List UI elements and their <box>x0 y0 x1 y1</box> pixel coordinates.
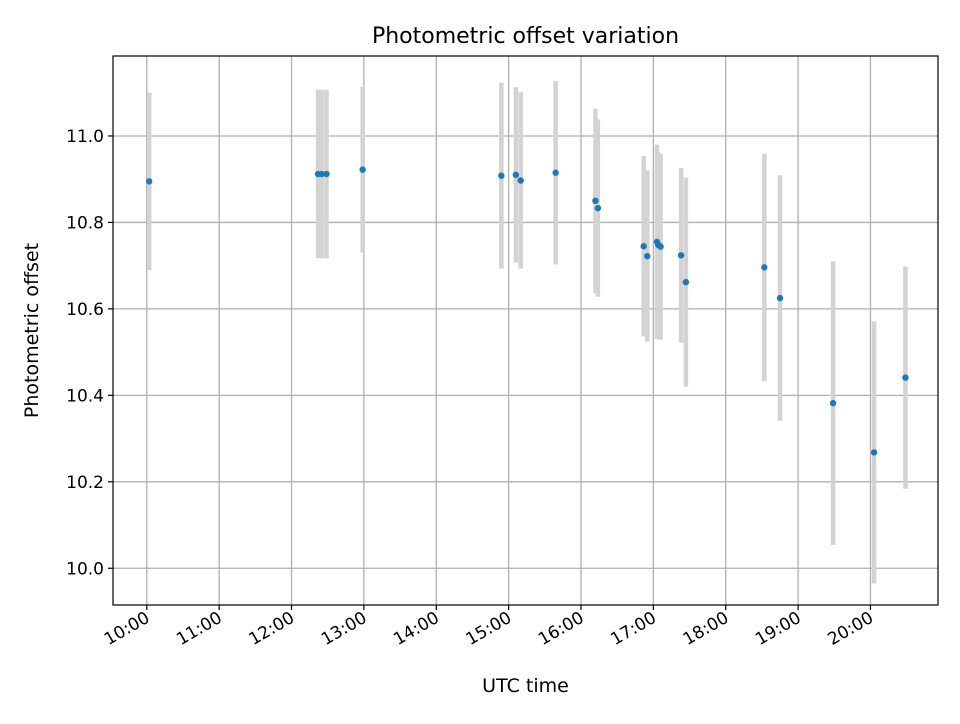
data-point <box>552 169 559 176</box>
x-axis-label: UTC time <box>482 675 569 697</box>
data-point <box>870 449 878 456</box>
plot-frame <box>112 55 939 606</box>
data-point <box>761 264 768 271</box>
y-tick-label: 10.4 <box>66 386 104 406</box>
y-axis-label: Photometric offset <box>21 243 43 418</box>
data-point <box>594 204 602 212</box>
grid-lines <box>113 56 938 605</box>
y-tick-label: 10.8 <box>66 213 104 233</box>
data-point <box>592 197 599 205</box>
data-point <box>145 178 153 185</box>
y-tick-label: 10.6 <box>66 300 104 320</box>
data-point <box>682 278 690 286</box>
data-point <box>829 399 837 407</box>
data-point <box>902 374 909 381</box>
data-points <box>145 166 909 456</box>
y-tick-label: 10.0 <box>66 559 104 579</box>
data-point <box>512 171 520 179</box>
data-point <box>323 170 330 178</box>
data-point <box>677 252 685 259</box>
data-point <box>657 243 664 250</box>
data-point <box>776 294 784 302</box>
data-point <box>318 170 325 178</box>
data-point <box>640 243 647 250</box>
data-point <box>359 166 366 173</box>
data-point <box>498 172 505 179</box>
y-tick-label: 10.2 <box>66 473 104 493</box>
chart-title: Photometric offset variation <box>372 24 679 49</box>
y-tick-label: 11.0 <box>66 127 104 147</box>
data-point <box>517 177 524 184</box>
data-point <box>644 252 651 260</box>
